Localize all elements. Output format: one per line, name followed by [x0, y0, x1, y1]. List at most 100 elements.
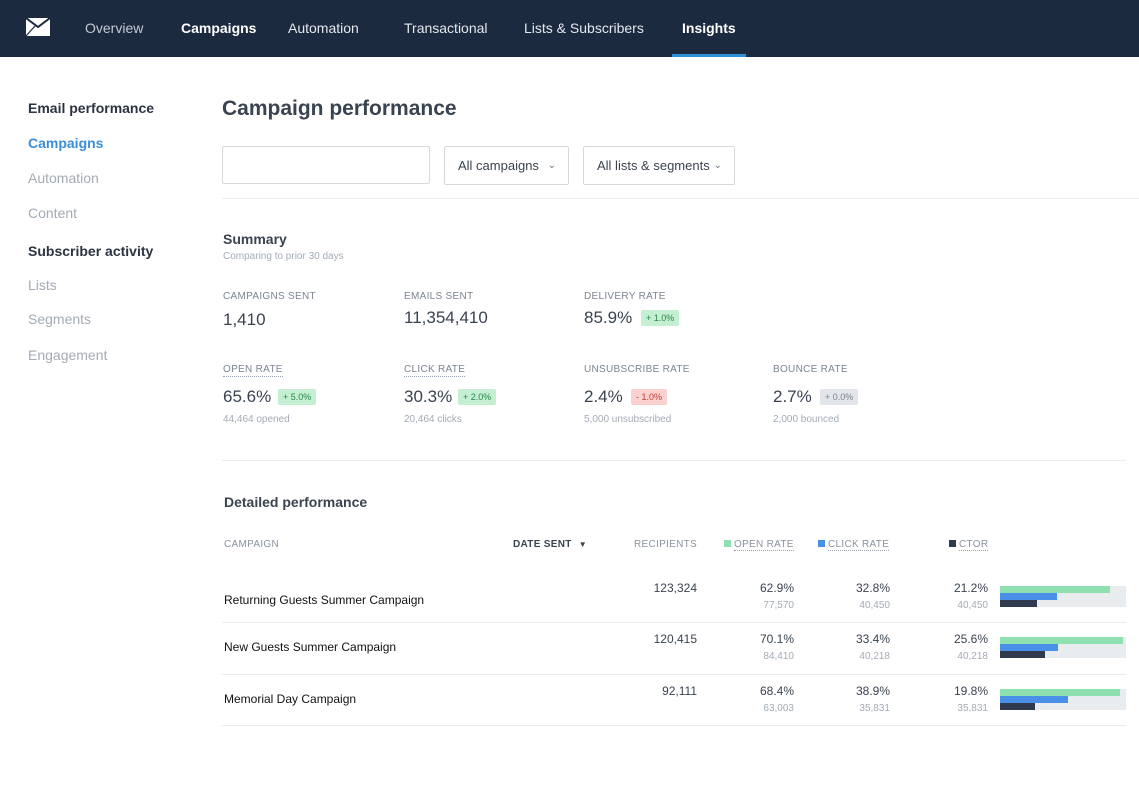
- campaign-filter-dropdown[interactable]: All campaigns ⌄: [444, 146, 569, 185]
- click-rate-legend-swatch: [818, 540, 825, 547]
- open-count-value: 77,570: [763, 600, 794, 611]
- nav-automation[interactable]: Automation: [288, 20, 359, 36]
- ctor-value: 19.8%: [953, 684, 988, 698]
- ctor-header-label: CTOR: [959, 539, 989, 551]
- chevron-down-icon: ⌄: [713, 160, 722, 171]
- metric-label-click-rate[interactable]: CLICK RATE: [404, 364, 466, 377]
- click-rate-bar: [1000, 696, 1068, 703]
- metric-change-badge-unsubscribe-rate: - 1.0%: [631, 389, 668, 405]
- open-count-value: 84,410: [763, 651, 794, 662]
- list-segment-filter-label: All lists & segments: [597, 158, 710, 173]
- recipients-value: 120,415: [653, 632, 697, 646]
- list-segment-filter-dropdown[interactable]: All lists & segments ⌄: [583, 146, 735, 185]
- open-rate-value: 62.9%: [759, 581, 794, 595]
- column-header-campaign[interactable]: CAMPAIGN: [224, 539, 279, 550]
- column-header-open-rate[interactable]: OPEN RATE: [724, 539, 794, 551]
- metric-label-unsubscribe-rate: UNSUBSCRIBE RATE: [584, 364, 690, 375]
- ctor-count-value: 40,450: [957, 600, 988, 611]
- sidebar-item-campaigns[interactable]: Campaigns: [28, 135, 104, 151]
- nav-campaigns[interactable]: Campaigns: [181, 20, 257, 36]
- metric-change-badge-open-rate: + 5.0%: [278, 389, 317, 405]
- campaign-filter-label: All campaigns: [458, 158, 539, 173]
- open-rate-bar: [1000, 637, 1123, 644]
- metric-value-open-rate: 65.6%: [223, 387, 272, 406]
- metric-sub-click-rate: 20,464 clicks: [404, 414, 462, 425]
- chevron-down-icon: ⌄: [547, 160, 556, 171]
- row-divider: [222, 674, 1126, 675]
- open-rate-bar: [1000, 586, 1110, 593]
- metric-change-badge-bounce-rate: + 0.0%: [820, 389, 859, 405]
- metric-sub-bounce-rate: 2,000 bounced: [773, 414, 840, 425]
- column-header-recipients[interactable]: RECIPIENTS: [634, 539, 698, 550]
- click-rate-value: 38.9%: [855, 684, 890, 698]
- open-rate-value: 70.1%: [759, 632, 794, 646]
- metric-sub-open-rate: 44,464 opened: [223, 414, 290, 425]
- click-count-value: 35,831: [859, 703, 890, 714]
- ctor-count-value: 40,218: [957, 651, 988, 662]
- click-rate-value: 33.4%: [855, 632, 890, 646]
- date-sent-label: DATE SENT: [513, 539, 572, 550]
- campaign-name[interactable]: Memorial Day Campaign: [224, 692, 357, 706]
- open-count-value: 63,003: [763, 703, 794, 714]
- click-rate-bar: [1000, 644, 1058, 651]
- open-rate-bar: [1000, 689, 1120, 696]
- page-title: Campaign performance: [222, 97, 457, 120]
- column-header-date-sent[interactable]: DATE SENT ▼: [513, 539, 587, 550]
- click-count-value: 40,450: [859, 600, 890, 611]
- ctor-bar: [1000, 600, 1037, 607]
- recipients-value: 123,324: [653, 581, 697, 595]
- nav-lists-subscribers[interactable]: Lists & Subscribers: [524, 20, 644, 36]
- sidebar-item-automation[interactable]: Automation: [28, 170, 99, 186]
- nav-overview[interactable]: Overview: [85, 20, 144, 36]
- metric-sub-unsubscribe-rate: 5,000 unsubscribed: [584, 414, 672, 425]
- sidebar-heading-subscriber-activity: Subscriber activity: [28, 243, 154, 259]
- click-rate-value: 32.8%: [855, 581, 890, 595]
- campaign-name[interactable]: New Guests Summer Campaign: [224, 640, 397, 654]
- sidebar-item-content[interactable]: Content: [28, 205, 78, 221]
- metric-value-campaigns-sent: 1,410: [223, 310, 266, 329]
- sidebar-item-lists[interactable]: Lists: [28, 277, 57, 293]
- row-divider: [222, 622, 1126, 623]
- ctor-bar: [1000, 703, 1035, 710]
- metric-change-badge-click-rate: + 2.0%: [458, 389, 497, 405]
- click-rate-header-label: CLICK RATE: [828, 539, 890, 551]
- metric-value-unsubscribe-rate: 2.4%: [584, 387, 623, 406]
- top-nav: Overview Campaigns Automation Transactio…: [0, 0, 1139, 57]
- ctor-count-value: 35,831: [957, 703, 988, 714]
- nav-insights[interactable]: Insights: [672, 0, 746, 57]
- metric-label-bounce-rate: BOUNCE RATE: [773, 364, 848, 375]
- metric-label-emails-sent: EMAILS SENT: [404, 291, 474, 302]
- open-rate-legend-swatch: [724, 540, 731, 547]
- sidebar-item-engagement[interactable]: Engagement: [28, 347, 108, 363]
- summary-subtitle: Comparing to prior 30 days: [223, 251, 344, 262]
- sort-descending-icon: ▼: [578, 540, 587, 549]
- detailed-performance-title: Detailed performance: [224, 494, 368, 510]
- metric-value-bounce-rate: 2.7%: [773, 387, 812, 406]
- column-header-ctor[interactable]: CTOR: [949, 539, 989, 551]
- campaign-name[interactable]: Returning Guests Summer Campaign: [224, 593, 425, 607]
- ctor-value: 21.2%: [953, 581, 988, 595]
- header-divider: [222, 198, 1139, 199]
- open-rate-header-label: OPEN RATE: [734, 539, 794, 551]
- sidebar-heading-email-performance: Email performance: [28, 100, 155, 116]
- sidebar-item-segments[interactable]: Segments: [28, 311, 92, 327]
- metric-value-emails-sent: 11,354,410: [404, 308, 488, 327]
- metric-label-campaigns-sent: CAMPAIGNS SENT: [223, 291, 316, 302]
- recipients-value: 92,111: [662, 684, 697, 698]
- metric-value-delivery-rate: 85.9%: [584, 308, 633, 327]
- metric-change-badge-delivery-rate: + 1.0%: [641, 310, 680, 326]
- metric-label-delivery-rate: DELIVERY RATE: [584, 291, 666, 302]
- nav-transactional[interactable]: Transactional: [404, 20, 488, 36]
- ctor-bar: [1000, 651, 1045, 658]
- column-header-click-rate[interactable]: CLICK RATE: [818, 539, 890, 551]
- ctor-value: 25.6%: [953, 632, 988, 646]
- search-input[interactable]: [222, 146, 430, 184]
- summary-title: Summary: [223, 231, 287, 247]
- row-divider: [222, 725, 1126, 726]
- metric-label-open-rate[interactable]: OPEN RATE: [223, 364, 283, 377]
- mailchimp-envelope-logo-icon[interactable]: [26, 18, 50, 36]
- summary-divider: [222, 460, 1126, 461]
- ctor-legend-swatch: [949, 540, 956, 547]
- metric-value-click-rate: 30.3%: [404, 387, 453, 406]
- click-rate-bar: [1000, 593, 1057, 600]
